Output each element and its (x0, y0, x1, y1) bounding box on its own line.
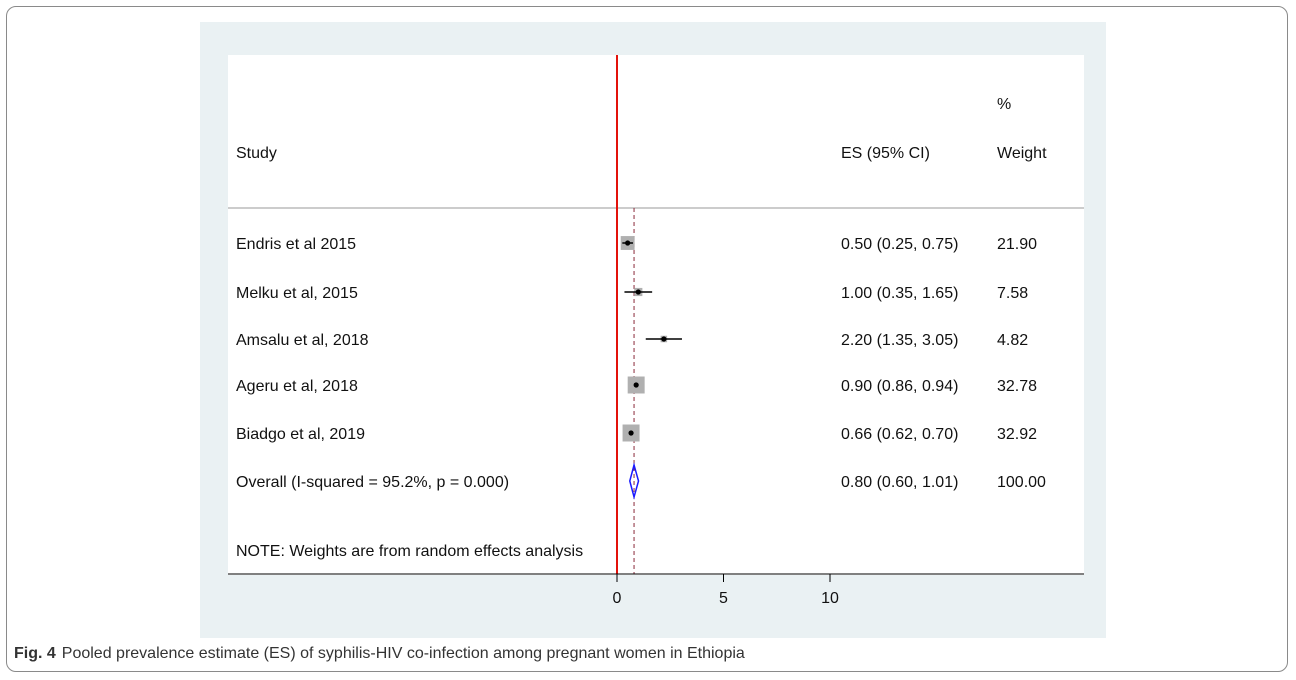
point-estimate (661, 336, 667, 342)
study-row: Ageru et al, 2018 0.90 (0.86, 0.94) 32.78 (236, 376, 1037, 395)
plot-area (228, 55, 1084, 575)
caption-text: Pooled prevalence estimate (ES) of syphi… (61, 645, 745, 662)
study-row: Melku et al, 2015 1.00 (0.35, 1.65) 7.58 (236, 285, 1028, 302)
overall-diamond (629, 462, 640, 500)
x-tick-label: 5 (719, 590, 728, 607)
es-value: 0.50 (0.25, 0.75) (841, 236, 958, 253)
note-text: NOTE: Weights are from random effects an… (236, 543, 583, 560)
overall-label: Overall (I-squared = 95.2%, p = 0.000) (236, 474, 509, 491)
study-label: Amsalu et al, 2018 (236, 332, 369, 349)
es-value: 2.20 (1.35, 3.05) (841, 332, 958, 349)
point-estimate (633, 382, 639, 388)
study-row: Endris et al 2015 0.50 (0.25, 0.75) 21.90 (236, 236, 1037, 253)
es-value: 0.66 (0.62, 0.70) (841, 426, 958, 443)
study-label: Biadgo et al, 2019 (236, 426, 365, 443)
point-estimate (625, 240, 631, 246)
study-row: Biadgo et al, 2019 0.66 (0.62, 0.70) 32.92 (236, 424, 1037, 443)
weight-value: 32.92 (997, 426, 1037, 443)
weight-value: 21.90 (997, 236, 1037, 253)
point-estimate (628, 430, 634, 436)
weight-pct-header: % (997, 96, 1011, 113)
weight-value: 32.78 (997, 378, 1037, 395)
overall-weight-value: 100.00 (997, 474, 1046, 491)
x-tick-label: 0 (613, 590, 622, 607)
x-tick-label: 10 (821, 590, 839, 607)
study-label: Endris et al 2015 (236, 236, 356, 253)
weight-value: 4.82 (997, 332, 1028, 349)
point-estimate (635, 289, 641, 295)
es-value: 0.90 (0.86, 0.94) (841, 378, 958, 395)
figure-caption: Fig. 4 Pooled prevalence estimate (ES) of… (14, 645, 745, 663)
es-value: 1.00 (0.35, 1.65) (841, 285, 958, 302)
es-header: ES (95% CI) (841, 145, 930, 162)
figure-frame (6, 6, 1288, 672)
study-label: Melku et al, 2015 (236, 285, 358, 302)
study-row: Amsalu et al, 2018 2.20 (1.35, 3.05) 4.82 (236, 332, 1028, 349)
weight-value: 7.58 (997, 285, 1028, 302)
study-header: Study (236, 145, 277, 162)
overall-es-value: 0.80 (0.60, 1.01) (841, 474, 958, 491)
weight-header: Weight (997, 145, 1047, 162)
study-label: Ageru et al, 2018 (236, 378, 358, 395)
figure-number: Fig. 4 (14, 645, 56, 662)
overall-row: Overall (I-squared = 95.2%, p = 0.000) 0.… (236, 462, 1046, 500)
